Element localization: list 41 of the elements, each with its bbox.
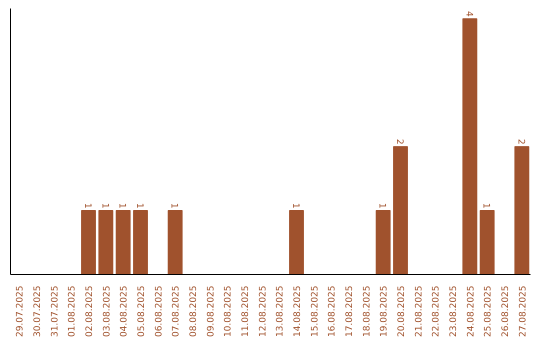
- x-tick-label: 15.08.2025: [310, 286, 320, 338]
- x-tick-label: 25.08.2025: [484, 286, 494, 338]
- data-label: 1: [376, 202, 387, 209]
- x-tick-label: 31.07.2025: [50, 286, 60, 338]
- x-tick-label: 14.08.2025: [293, 286, 303, 338]
- x-tick-label: 30.07.2025: [33, 286, 43, 338]
- data-label: 4: [463, 11, 474, 18]
- x-tick-label: 26.08.2025: [501, 286, 511, 338]
- x-tick-label: 29.07.2025: [16, 286, 26, 338]
- data-label: 1: [82, 202, 92, 209]
- x-tick-label: 07.08.2025: [172, 286, 182, 338]
- x-tick-label: 24.08.2025: [466, 286, 476, 338]
- data-label: 1: [134, 202, 144, 209]
- x-tick-label: 01.08.2025: [68, 286, 78, 338]
- x-tick-label: 09.08.2025: [206, 286, 216, 338]
- x-tick-label: 11.08.2025: [241, 286, 251, 338]
- x-tick-label: 02.08.2025: [85, 286, 95, 338]
- x-tick-label: 27.08.2025: [518, 286, 528, 338]
- x-tick-label: 16.08.2025: [328, 286, 338, 338]
- data-label: 1: [480, 202, 491, 209]
- x-tick-label: 10.08.2025: [224, 286, 234, 338]
- data-label: 1: [168, 202, 179, 209]
- x-tick-label: 13.08.2025: [276, 286, 286, 338]
- x-tick-label: 06.08.2025: [154, 286, 164, 338]
- x-tick-label: 08.08.2025: [189, 286, 199, 338]
- x-tick-label: 12.08.2025: [258, 286, 268, 338]
- data-label: 2: [515, 138, 526, 145]
- x-tick-label: 03.08.2025: [102, 286, 112, 338]
- x-tick-label: 20.08.2025: [397, 286, 407, 338]
- x-tick-label: 05.08.2025: [137, 286, 147, 338]
- data-label: 1: [99, 202, 110, 209]
- data-label: 1: [290, 202, 300, 209]
- x-tick-label: 22.08.2025: [432, 286, 442, 338]
- x-tick-label: 23.08.2025: [449, 286, 459, 338]
- x-tick-label: 04.08.2025: [120, 286, 130, 338]
- x-tick-label: 18.08.2025: [362, 286, 372, 338]
- x-tick-label: 19.08.2025: [380, 286, 390, 338]
- x-tick-label: 17.08.2025: [345, 286, 355, 338]
- data-label: 1: [116, 202, 127, 209]
- data-label: 2: [394, 138, 404, 145]
- x-tick-label: 21.08.2025: [414, 286, 424, 338]
